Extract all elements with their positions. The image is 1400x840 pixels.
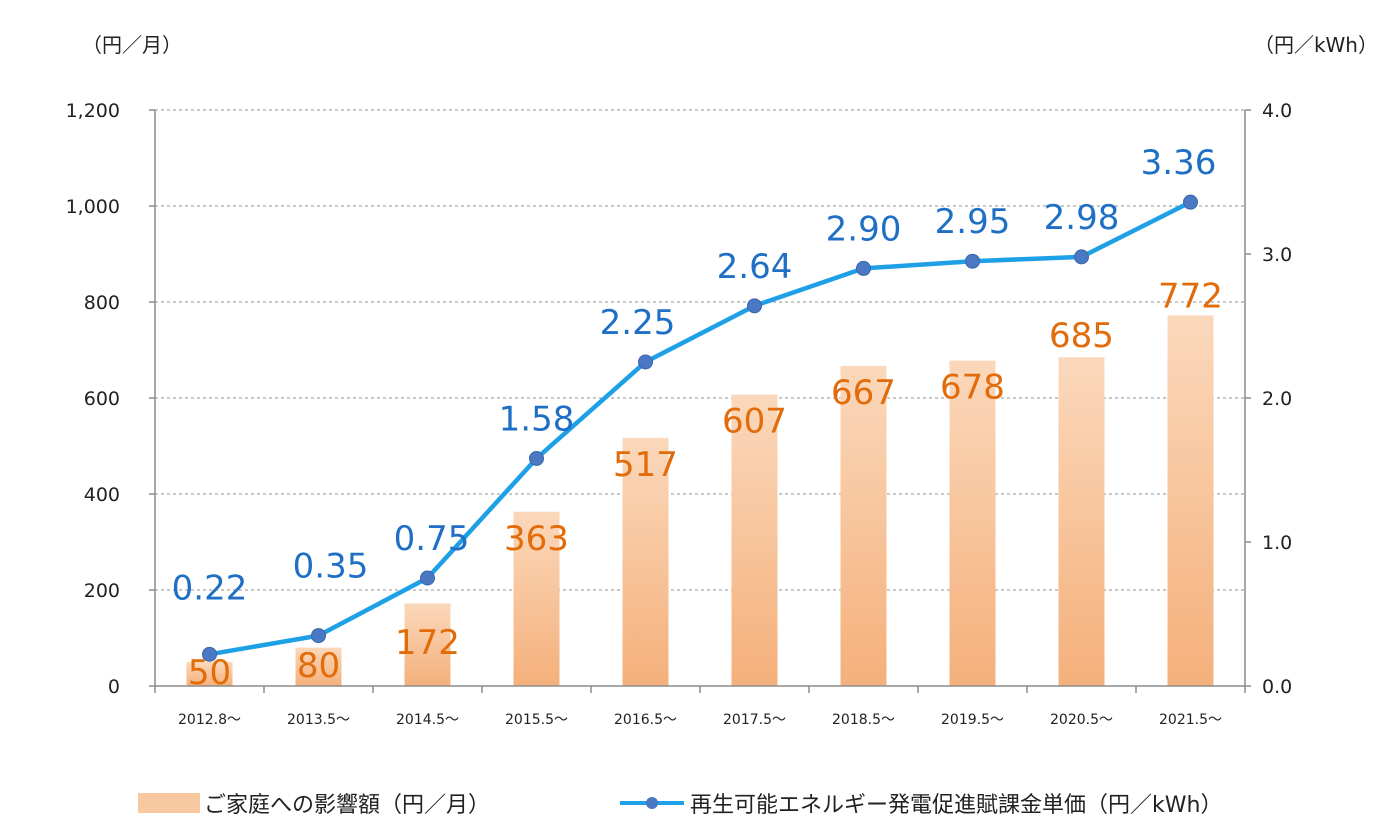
x-tick-label: 2021.5～ xyxy=(1159,712,1222,728)
axes: 0 200 400 600 800 1,000 1,200 0.0 1.0 2.0 3.0 4.0 20… xyxy=(66,100,1293,728)
left-tick-label: 0 xyxy=(108,676,120,698)
bar xyxy=(186,662,233,686)
line-point xyxy=(638,354,653,370)
left-tick-label: 200 xyxy=(84,580,120,602)
line-point xyxy=(856,260,871,276)
left-axis-unit: （円／月） xyxy=(82,33,182,57)
line-value-label: 2.64 xyxy=(717,247,793,287)
bar xyxy=(622,437,669,686)
bar-value-label: 80 xyxy=(297,646,340,686)
line-value-label: 2.98 xyxy=(1044,198,1120,238)
line-value-label: 2.95 xyxy=(935,202,1011,242)
bar-value-label: 667 xyxy=(831,373,896,413)
legend-bar-label: ご家庭への影響額（円／月） xyxy=(204,793,490,818)
legend-line-label: 再生可能エネルギー発電促進賦課金単価（円／kWh） xyxy=(690,793,1222,818)
bar xyxy=(513,511,560,686)
data-labels: 50 80 172 363 517 607 667 678 685 772 0.22 0.35 0.75… xyxy=(172,143,1223,693)
left-tick-label: 1,200 xyxy=(66,100,120,122)
bar-value-label: 50 xyxy=(188,653,231,693)
line-value-label: 0.75 xyxy=(394,519,470,559)
bar xyxy=(840,365,887,686)
legend: ご家庭への影響額（円／月） 再生可能エネルギー発電促進賦課金単価（円／kWh） xyxy=(138,793,1222,818)
bar-value-label: 517 xyxy=(613,445,678,485)
bar xyxy=(1058,357,1105,686)
line-value-label: 0.22 xyxy=(172,568,248,608)
left-tick-label: 800 xyxy=(84,292,120,314)
bar-value-label: 363 xyxy=(504,519,569,559)
line-point xyxy=(311,628,326,644)
bar-value-label: 172 xyxy=(395,623,460,663)
x-tick-label: 2020.5～ xyxy=(1050,712,1113,728)
line-value-label: 2.25 xyxy=(600,303,676,343)
series-line xyxy=(209,200,1192,657)
left-tick-label: 1,000 xyxy=(66,196,120,218)
x-tick-label: 2018.5～ xyxy=(832,712,895,728)
line-point xyxy=(1074,249,1089,265)
line-value-label: 3.36 xyxy=(1141,143,1217,183)
left-tick-label: 400 xyxy=(84,484,120,506)
line-point xyxy=(529,450,544,466)
right-axis-unit: （円／kWh） xyxy=(1254,33,1378,57)
bar-value-label: 607 xyxy=(722,402,787,442)
x-tick-label: 2019.5～ xyxy=(941,712,1004,728)
line-value-label: 2.90 xyxy=(826,209,902,249)
left-tick-label: 600 xyxy=(84,388,120,410)
line-series xyxy=(202,194,1198,662)
x-tick-label: 2014.5～ xyxy=(396,712,459,728)
line-point xyxy=(420,570,435,586)
bar-value-label: 772 xyxy=(1158,276,1223,316)
bar xyxy=(731,394,778,686)
line-value-label: 1.58 xyxy=(499,399,575,439)
x-tick-label: 2017.5～ xyxy=(723,712,786,728)
line-value-label: 0.35 xyxy=(293,547,369,587)
right-tick-label: 4.0 xyxy=(1262,100,1292,122)
x-tick-label: 2013.5～ xyxy=(287,712,350,728)
x-tick-label: 2015.5～ xyxy=(505,712,568,728)
right-tick-label: 0.0 xyxy=(1262,676,1292,698)
line-point xyxy=(1183,194,1198,210)
bar-series xyxy=(186,315,1214,686)
right-tick-label: 3.0 xyxy=(1262,244,1292,266)
line-point xyxy=(747,298,762,314)
bar-value-label: 678 xyxy=(940,368,1005,408)
right-tick-label: 2.0 xyxy=(1262,388,1292,410)
legend-line-marker xyxy=(646,797,658,809)
legend-bar-swatch xyxy=(138,793,200,813)
bar-value-label: 685 xyxy=(1049,316,1114,356)
x-tick-label: 2012.8～ xyxy=(178,712,241,728)
bar xyxy=(949,360,996,686)
bar xyxy=(1167,315,1214,686)
line-point xyxy=(202,646,217,662)
bar xyxy=(404,603,451,686)
line-point xyxy=(965,253,980,269)
right-tick-label: 1.0 xyxy=(1262,532,1292,554)
bar xyxy=(295,647,342,686)
x-tick-label: 2016.5～ xyxy=(614,712,677,728)
